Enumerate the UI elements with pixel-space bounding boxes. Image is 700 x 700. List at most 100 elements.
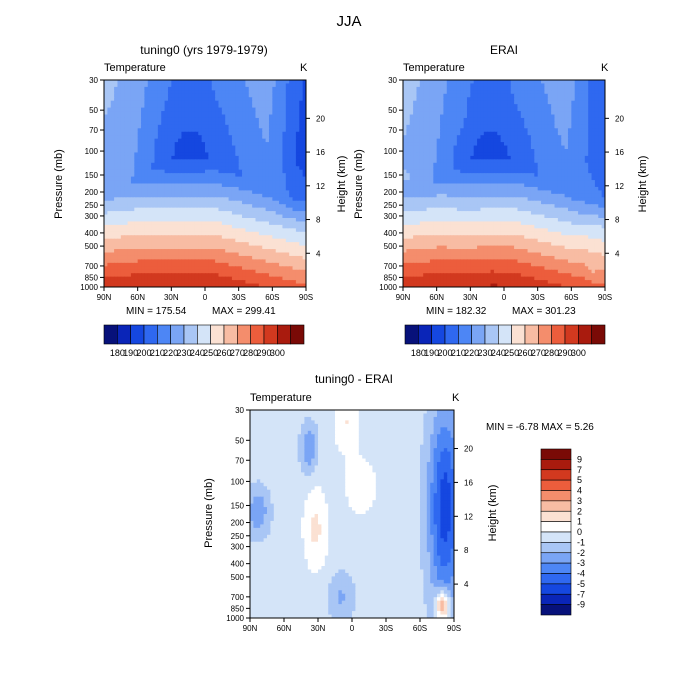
- contour-cell: [124, 142, 129, 147]
- contour-cell: [157, 259, 162, 264]
- contour-cell: [450, 121, 455, 126]
- contour-cell: [487, 124, 492, 129]
- contour-cell: [450, 104, 455, 109]
- contour-cell: [285, 121, 290, 126]
- contour-cell: [299, 262, 304, 267]
- contour-cell: [147, 214, 152, 219]
- contour-cell: [154, 173, 159, 178]
- contour-cell: [144, 269, 149, 274]
- contour-cell: [194, 90, 199, 95]
- contour-cell: [181, 242, 186, 247]
- contour-cell: [184, 249, 189, 254]
- contour-cell: [302, 97, 306, 102]
- contour-cell: [453, 135, 458, 140]
- contour-cell: [268, 266, 273, 271]
- contour-cell: [504, 152, 508, 157]
- contour-cell: [564, 111, 569, 116]
- contour-cell: [520, 117, 525, 122]
- contour-cell: [285, 259, 290, 264]
- contour-cell: [117, 90, 122, 95]
- contour-cell: [114, 93, 119, 98]
- contour-cell: [181, 145, 186, 150]
- contour-cell: [201, 269, 206, 274]
- contour-cell: [245, 166, 250, 171]
- contour-cell: [480, 100, 485, 105]
- contour-cell: [120, 273, 125, 278]
- contour-cell: [242, 262, 246, 267]
- contour-cell: [225, 228, 230, 233]
- contour-cell: [578, 128, 583, 133]
- contour-cell: [124, 283, 129, 287]
- contour-cell: [272, 124, 277, 129]
- contour-cell: [211, 235, 216, 240]
- contour-cell: [453, 80, 458, 85]
- contour-cell: [265, 86, 270, 91]
- contour-cell: [235, 145, 240, 150]
- contour-cell: [181, 273, 186, 278]
- contour-cell: [272, 155, 277, 160]
- contour-cell: [530, 97, 535, 102]
- contour-cell: [258, 142, 263, 147]
- contour-cell: [104, 128, 108, 133]
- contour-cell: [285, 266, 290, 271]
- contour-cell: [302, 193, 306, 198]
- contour-cell: [171, 204, 176, 209]
- contour-cell: [144, 276, 149, 281]
- contour-cell: [544, 114, 549, 119]
- contour-cell: [120, 169, 125, 174]
- contour-cell: [104, 242, 108, 247]
- contour-cell: [547, 97, 552, 102]
- contour-cell: [302, 255, 306, 260]
- contour-cell: [188, 245, 193, 250]
- contour-cell: [114, 100, 119, 105]
- contour-cell: [228, 231, 233, 236]
- contour-cell: [134, 211, 139, 216]
- contour-cell: [497, 107, 502, 112]
- contour-cell: [171, 149, 176, 154]
- contour-cell: [194, 221, 199, 226]
- contour-cell: [154, 266, 159, 271]
- contour-cell: [124, 218, 129, 223]
- contour-cell: [292, 117, 297, 122]
- contour-cell: [218, 142, 223, 147]
- contour-cell: [282, 197, 287, 202]
- contour-cell: [581, 80, 586, 85]
- contour-cell: [137, 207, 142, 212]
- contour-cell: [248, 117, 253, 122]
- contour-cell: [117, 214, 122, 219]
- contour-cell: [578, 138, 583, 143]
- contour-cell: [493, 135, 498, 140]
- contour-cell: [107, 214, 112, 219]
- contour-cell: [252, 166, 257, 171]
- contour-cell: [527, 128, 532, 133]
- contour-cell: [268, 145, 273, 150]
- contour-cell: [181, 266, 186, 271]
- contour-cell: [228, 100, 233, 105]
- contour-cell: [124, 252, 129, 257]
- contour-cell: [127, 121, 132, 126]
- contour-cell: [181, 80, 186, 85]
- contour-cell: [171, 262, 176, 267]
- contour-cell: [275, 131, 280, 136]
- contour-cell: [235, 221, 240, 226]
- contour-cell: [167, 231, 172, 236]
- contour-cell: [524, 124, 529, 129]
- contour-cell: [235, 128, 240, 133]
- contour-cell: [453, 142, 458, 147]
- contour-cell: [231, 114, 236, 119]
- contour-cell: [295, 86, 300, 91]
- contour-cell: [285, 235, 290, 240]
- contour-cell: [537, 121, 542, 126]
- contour-cell: [120, 276, 125, 281]
- contour-cell: [258, 149, 263, 154]
- contour-cell: [242, 121, 246, 126]
- contour-cell: [181, 97, 186, 102]
- contour-cell: [144, 273, 149, 278]
- contour-cell: [302, 166, 306, 171]
- contour-cell: [456, 100, 461, 105]
- contour-cell: [601, 131, 605, 136]
- contour-cell: [130, 90, 135, 95]
- contour-cell: [154, 259, 159, 264]
- contour-cell: [265, 252, 270, 257]
- contour-cell: [292, 235, 297, 240]
